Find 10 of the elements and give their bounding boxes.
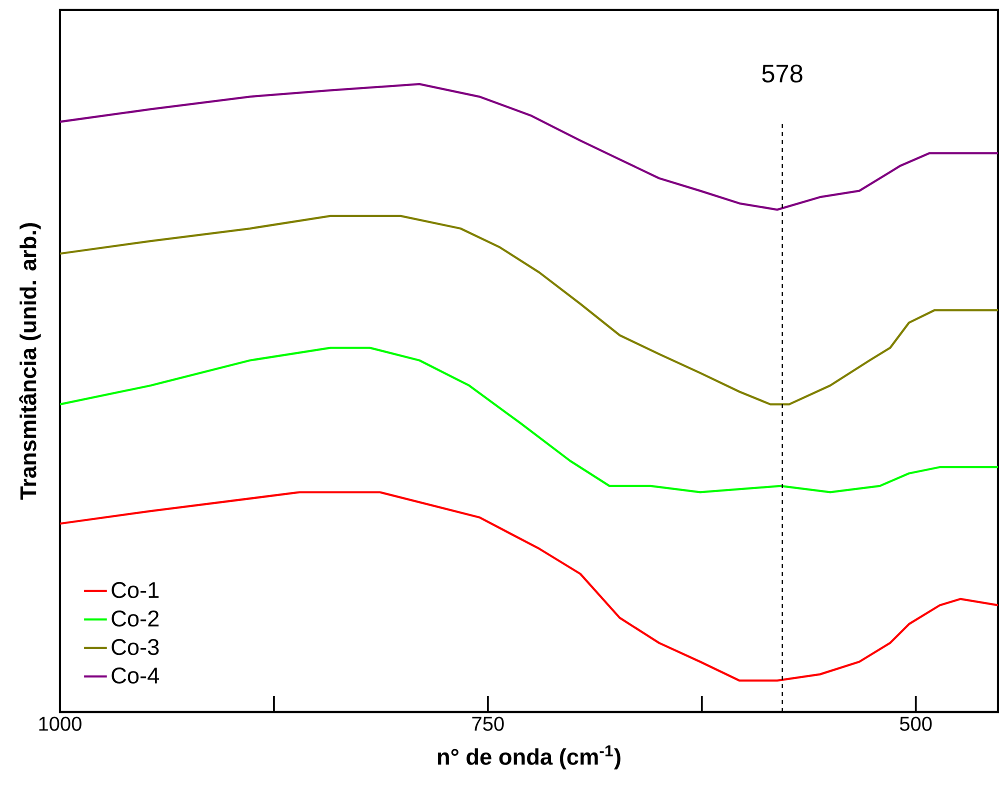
y-axis-title: Transmitância (unid. arb.) (19, 223, 41, 500)
legend-label: Co-4 (112, 668, 160, 684)
x-tick-label: 750 (472, 716, 504, 731)
legend-label: Co-1 (112, 582, 159, 598)
text: n° de onda (cm$^{-1}$) (438, 745, 620, 770)
legend-label: Co-2 (112, 610, 159, 627)
legend-label: Co-3 (112, 639, 159, 656)
x-tick-label: 1000 (39, 716, 82, 731)
ref-line-label: 578 (762, 64, 802, 83)
x-tick-label: 500 (900, 716, 932, 731)
